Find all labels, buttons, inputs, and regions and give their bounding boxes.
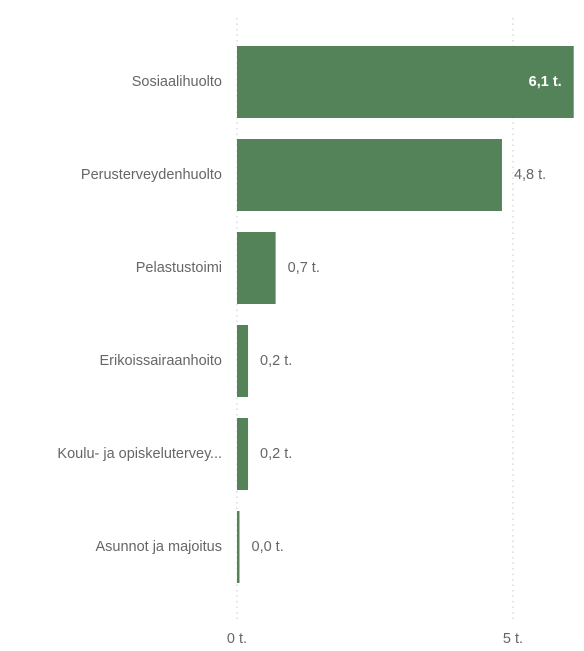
- data-labels: 6,1 t. 4,8 t. 0,7 t. 0,2 t. 0,2 t. 0,0 t.: [252, 74, 562, 555]
- category-label: Erikoissairaanhoito: [99, 353, 222, 369]
- data-label: 0,2 t.: [260, 353, 292, 369]
- category-label: Perusterveydenhuolto: [81, 167, 222, 183]
- data-label: 0,2 t.: [260, 446, 292, 462]
- category-labels: Sosiaalihuolto Perusterveydenhuolto Pelast…: [57, 74, 222, 555]
- bar[interactable]: [237, 325, 249, 397]
- bars: [237, 46, 574, 583]
- data-label: 0,7 t.: [288, 260, 320, 276]
- bar[interactable]: [237, 511, 240, 583]
- category-label: Pelastustoimi: [136, 260, 222, 276]
- bar[interactable]: [237, 418, 249, 490]
- bar[interactable]: [237, 139, 502, 211]
- category-label: Sosiaalihuolto: [132, 74, 222, 90]
- category-label: Koulu- ja opiskeluterveу...: [57, 446, 222, 462]
- x-tick-label: 5 t.: [503, 631, 523, 647]
- bar[interactable]: [237, 232, 276, 304]
- x-tick-label: 0 t.: [227, 631, 247, 647]
- x-axis-ticks: 0 t. 5 t.: [227, 631, 523, 647]
- category-label: Asunnot ja majoitus: [95, 539, 222, 555]
- bar[interactable]: [237, 46, 574, 118]
- data-label: 0,0 t.: [252, 539, 284, 555]
- data-label: 6,1 t.: [529, 74, 562, 90]
- data-label: 4,8 t.: [514, 167, 546, 183]
